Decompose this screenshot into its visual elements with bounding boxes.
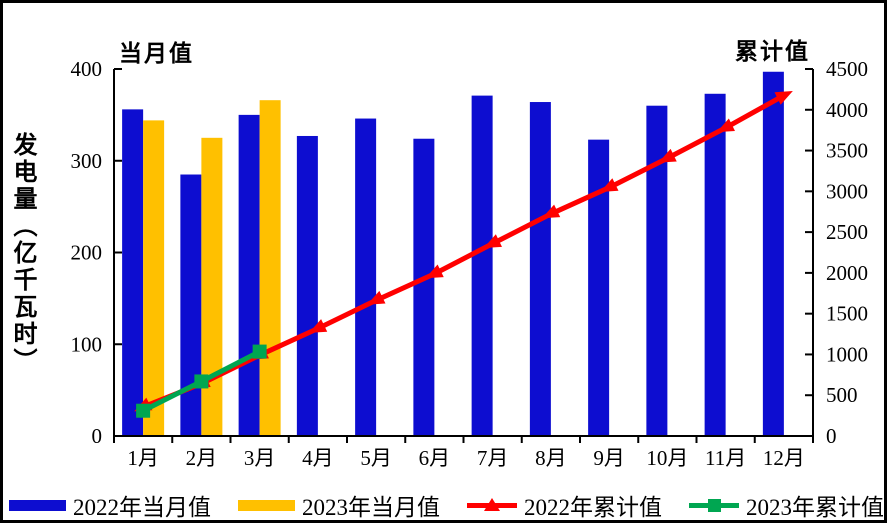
square-marker-3月 [252, 344, 267, 359]
x-tick-label: 7月 [477, 446, 509, 470]
line-triangle-swatch-icon [467, 497, 517, 511]
left-tick-label: 300 [71, 149, 103, 173]
bar-swatch-icon [238, 499, 295, 511]
bar-2022-11月 [704, 93, 726, 437]
line-square-swatch-icon [689, 498, 739, 512]
right-axis-title: 累计值 [735, 39, 810, 64]
legend-label: 2022年当月值 [73, 495, 211, 520]
right-tick-label: 4000 [826, 98, 868, 122]
right-tick-label: 1500 [826, 302, 868, 326]
square-marker-1月 [136, 403, 151, 418]
triangle-marker-10月 [658, 148, 677, 163]
x-tick-label: 3月 [244, 446, 276, 470]
bar-2022-2月 [180, 174, 202, 436]
right-tick-label: 2500 [826, 220, 868, 244]
bar-2023-3月 [259, 100, 281, 436]
bar-2022-3月 [238, 114, 260, 436]
triangle-marker-6月 [425, 264, 444, 279]
square-marker-icon [708, 498, 721, 512]
bar-2023-2月 [201, 137, 223, 436]
bar-2022-5月 [355, 118, 377, 437]
x-tick-label: 5月 [360, 446, 392, 470]
square-marker-2月 [194, 374, 209, 389]
right-tick-label: 2000 [826, 261, 868, 285]
x-tick-label: 9月 [593, 446, 625, 470]
bar-swatch-icon [9, 499, 66, 511]
triangle-marker-11月 [716, 118, 735, 133]
bar-2022-4月 [296, 135, 318, 437]
bar-2022-6月 [413, 138, 435, 437]
bar-2022-7月 [471, 95, 493, 437]
triangle-marker-icon [484, 497, 500, 511]
triangle-marker-8月 [541, 204, 561, 219]
x-tick-label: 6月 [419, 446, 451, 470]
right-tick-label: 3000 [826, 179, 868, 203]
triangle-marker-9月 [600, 178, 619, 192]
legend-item-2022-cumulative: 2022年累计值 [467, 488, 662, 520]
right-tick-label: 3500 [826, 139, 868, 163]
line-2022-cumulative [140, 92, 787, 410]
triangle-marker-5月 [367, 290, 386, 305]
right-tick-label: 0 [826, 424, 837, 448]
left-tick-label: 0 [92, 424, 103, 448]
bar-2022-1月 [122, 109, 144, 437]
x-tick-label: 1月 [127, 446, 159, 470]
x-tick-label: 11月 [705, 446, 746, 470]
bar-2022-12月 [762, 71, 784, 436]
legend-label: 2022年累计值 [524, 495, 662, 520]
legend-item-2023-cumulative: 2023年累计值 [689, 488, 884, 520]
triangle-marker-7月 [483, 234, 502, 248]
legend-label: 2023年当月值 [302, 495, 440, 520]
y-axis-label: 发电量（亿千瓦时） [9, 132, 35, 375]
bar-2022-8月 [529, 102, 551, 436]
right-tick-label: 1000 [826, 342, 868, 366]
bar-2022-9月 [588, 139, 610, 436]
legend-item-2022-monthly: 2022年当月值 [9, 488, 211, 520]
x-tick-label: 4月 [302, 446, 334, 470]
left-tick-label: 100 [71, 332, 103, 356]
x-tick-label: 10月 [646, 446, 688, 470]
x-tick-label: 12月 [763, 446, 805, 470]
triangle-marker-12月 [774, 91, 793, 105]
x-tick-label: 2月 [186, 446, 218, 470]
right-tick-label: 4500 [826, 57, 868, 81]
legend: 2022年当月值 2023年当月值 2022年累计值 2023年累计值 [3, 488, 884, 520]
legend-item-2023-monthly: 2023年当月值 [238, 488, 440, 520]
bar-2022-10月 [646, 105, 668, 436]
x-tick-label: 8月 [535, 446, 567, 470]
chart-canvas: 0100200300400050010001500200025003000350… [71, 57, 869, 470]
triangle-marker-4月 [308, 319, 328, 333]
right-tick-label: 500 [826, 383, 858, 407]
legend-label: 2023年累计值 [746, 495, 884, 520]
left-tick-label: 400 [71, 57, 103, 81]
left-tick-label: 200 [71, 241, 103, 265]
left-axis-title: 当月值 [119, 41, 194, 66]
bar-2023-1月 [143, 120, 165, 436]
